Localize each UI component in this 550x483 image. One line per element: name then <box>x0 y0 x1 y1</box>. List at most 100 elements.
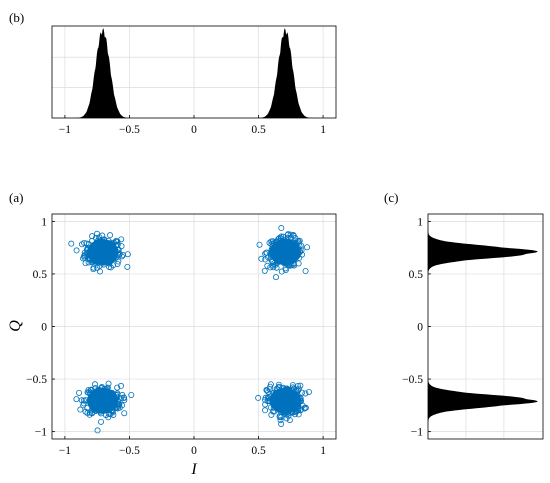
constellation-point <box>118 395 125 402</box>
constellation-point <box>91 247 98 254</box>
constellation-point <box>103 412 110 419</box>
histogram-i-x-tick-label: 0.5 <box>251 124 266 136</box>
constellation-point <box>286 241 293 248</box>
constellation-point <box>275 244 282 251</box>
panel-label-a: (a) <box>9 190 23 205</box>
constellation-point <box>291 385 298 392</box>
constellation-point <box>80 255 87 262</box>
constellation-point <box>289 256 296 263</box>
constellation-point <box>281 256 288 263</box>
constellation-point <box>255 394 262 401</box>
constellation-point <box>118 243 125 250</box>
constellation-point <box>119 392 126 399</box>
constellation-point <box>73 247 80 254</box>
constellation-point <box>278 268 285 275</box>
constellation-point <box>302 268 309 275</box>
constellation-point <box>269 399 276 406</box>
constellation-point <box>282 266 289 273</box>
constellation-point <box>287 231 294 238</box>
histogram-i-x-tick-label: −1 <box>59 124 71 136</box>
constellation-point <box>83 240 90 247</box>
constellation-x-tick-label: 0 <box>191 445 197 457</box>
constellation-point <box>269 238 276 245</box>
constellation-point <box>113 394 120 401</box>
constellation-point <box>262 401 269 408</box>
constellation-point <box>90 402 97 409</box>
constellation-point <box>305 388 312 395</box>
constellation-point <box>285 231 292 238</box>
constellation-point <box>110 411 117 418</box>
constellation-point <box>99 256 106 263</box>
constellation-point <box>294 245 301 252</box>
constellation-point <box>91 256 98 263</box>
constellation-point <box>82 408 89 415</box>
constellation-point <box>297 382 304 389</box>
x-axis-label: I <box>190 461 197 478</box>
constellation-point <box>92 397 99 404</box>
histogram-q-y-tick-label: −0.5 <box>402 374 423 386</box>
constellation-point <box>101 236 108 243</box>
constellation-point <box>82 260 89 267</box>
constellation-point <box>94 230 101 237</box>
constellation-point <box>114 384 121 391</box>
constellation-point <box>93 240 100 247</box>
constellation-point <box>294 253 301 260</box>
constellation-point <box>91 249 98 256</box>
constellation-point <box>301 405 308 412</box>
constellation-point <box>272 391 279 398</box>
constellation-point <box>85 241 92 248</box>
constellation-point <box>281 386 288 393</box>
constellation-point <box>262 407 269 414</box>
constellation-point <box>286 261 293 268</box>
constellation-point <box>114 260 121 267</box>
constellation-point <box>86 411 93 418</box>
constellation-point <box>268 241 275 248</box>
constellation-point <box>109 244 116 251</box>
constellation-point <box>94 264 101 271</box>
constellation-point <box>264 394 271 401</box>
constellation-point <box>107 264 114 271</box>
constellation-point <box>262 256 269 263</box>
constellation-point <box>296 385 303 392</box>
constellation-x-tick-label: 1 <box>320 445 326 457</box>
constellation-point <box>124 251 131 258</box>
constellation-point <box>88 386 95 393</box>
constellation-point <box>121 410 128 417</box>
constellation-point <box>304 244 311 251</box>
constellation-point <box>96 268 103 275</box>
constellation-point <box>263 387 270 394</box>
constellation-point <box>76 389 83 396</box>
constellation-points <box>68 225 312 434</box>
constellation-point <box>98 237 105 244</box>
y-axis-label: Q <box>7 320 24 332</box>
constellation-grid <box>52 214 336 439</box>
constellation-point <box>128 391 135 398</box>
constellation-point <box>94 427 101 434</box>
constellation-point <box>278 225 285 232</box>
histogram-q-y-ticks: −1 −0.5 0 0.5 1 <box>402 216 431 439</box>
panel-label-b: (b) <box>9 10 24 25</box>
histogram-i-x-tick-label: 0 <box>191 124 197 136</box>
constellation-point <box>268 411 275 418</box>
constellation-point <box>91 381 98 388</box>
constellation-point <box>102 256 109 263</box>
constellation-point <box>276 251 283 258</box>
constellation-point <box>105 380 112 387</box>
constellation-point <box>256 241 263 248</box>
constellation-point <box>98 384 105 391</box>
constellation-point <box>278 420 285 427</box>
constellation-point <box>91 401 98 408</box>
constellation-point <box>302 390 309 397</box>
constellation-point <box>265 254 272 261</box>
constellation-point <box>109 389 116 396</box>
constellation-point <box>297 398 304 405</box>
constellation-point <box>276 413 283 420</box>
constellation-point <box>262 250 269 257</box>
constellation-point <box>90 266 97 273</box>
constellation-point <box>115 249 122 256</box>
constellation-point <box>269 258 276 265</box>
constellation-point <box>98 254 105 261</box>
constellation-point <box>109 250 116 257</box>
constellation-point <box>275 392 282 399</box>
